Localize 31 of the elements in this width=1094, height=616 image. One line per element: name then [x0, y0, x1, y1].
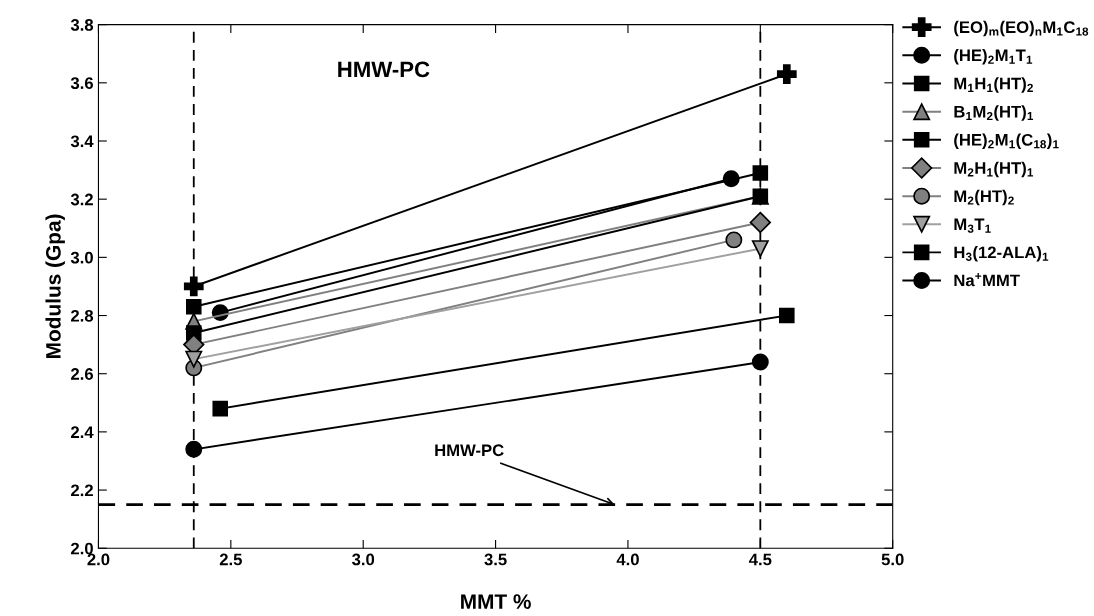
annotation: HMW-PC [435, 444, 504, 457]
x-tick-label: 3.0 [352, 553, 375, 566]
y-axis-title: Modulus (Gpa) [45, 214, 65, 358]
y-tick-label: 3.8 [70, 19, 94, 31]
x-tick-label: 5.0 [881, 553, 904, 566]
legend-label: H$_{3}$(12-ALA)$_{1}$ [954, 246, 1049, 262]
x-tick-label: 3.5 [484, 553, 507, 566]
x-tick-label: 2.0 [87, 553, 110, 566]
y-tick-label: 3.4 [70, 135, 94, 148]
y-tick-label: 2.8 [71, 309, 94, 322]
text: HMW-PC [338, 61, 430, 78]
legend-label: Na$^{+}$MMT [954, 273, 1020, 287]
y-tick-label: 2.2 [71, 484, 93, 497]
legend-label: M$_{2}$(HT)$_{2}$ [954, 189, 1014, 206]
legend-label: M$_{3}$T$_{1}$ [954, 218, 991, 233]
x-tick-label: 2.5 [219, 553, 242, 566]
x-tick-label: 4.5 [749, 553, 772, 566]
legend-label: (EO)$_{m}$(EO)$_{n}$M$_{1}$C$_{18}$ [954, 20, 1089, 37]
legend-label: B$_{1}$M$_{2}$(HT)$_{1}$ [954, 105, 1034, 121]
y-tick-label: 2.4 [71, 426, 94, 438]
y-tick-label: 3.2 [70, 193, 93, 206]
legend-label: (HE)$_{2}$M$_{1}$(C$_{18}$)$_{1}$ [954, 133, 1059, 150]
legend-label: M$_{1}$H$_{1}$(HT)$_{2}$ [954, 77, 1033, 93]
x-axis-title: MMT % [461, 594, 531, 609]
legend-label: (HE)$_{2}$M$_{1}$T$_{1}$ [954, 49, 1033, 65]
y-tick-label: 2.0 [71, 542, 93, 555]
legend-label: M$_{2}$H$_{1}$(HT)$_{1}$ [954, 161, 1034, 178]
y-tick-label: 2.6 [71, 368, 93, 380]
y-tick-label: 3.6 [70, 77, 93, 90]
y-tick-label: 3.0 [70, 251, 93, 264]
x-tick-label: 4.0 [616, 553, 639, 566]
